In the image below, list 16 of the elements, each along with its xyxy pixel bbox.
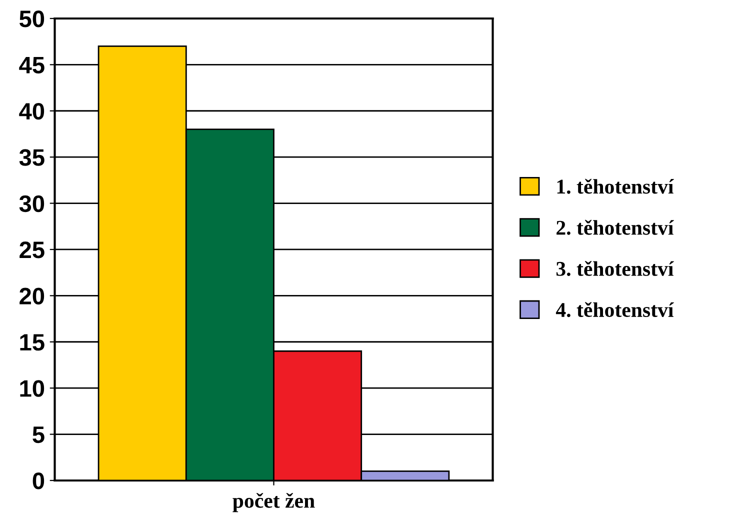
y-tick-label: 40 xyxy=(19,102,44,120)
x-axis-title: počet žen xyxy=(232,492,315,512)
y-tick-label: 0 xyxy=(32,472,44,490)
y-tick-label: 30 xyxy=(19,195,44,212)
y-tick-label: 10 xyxy=(20,380,44,397)
y-tick-label: 35 xyxy=(19,149,44,166)
y-tick-label: 45 xyxy=(19,56,44,74)
y-tick-label: 25 xyxy=(20,242,44,258)
legend-label: 3. těhotenství xyxy=(556,261,674,276)
legend-label: 1. těhotenství xyxy=(557,178,674,194)
legend-label: 4. těhotenství xyxy=(556,302,674,318)
y-tick-label: 5 xyxy=(32,426,44,444)
y-tick-label: 20 xyxy=(20,288,44,304)
y-tick-label: 15 xyxy=(20,334,44,351)
y-tick-label: 50 xyxy=(19,10,44,28)
legend-label: 2. těhotenství xyxy=(556,220,674,235)
